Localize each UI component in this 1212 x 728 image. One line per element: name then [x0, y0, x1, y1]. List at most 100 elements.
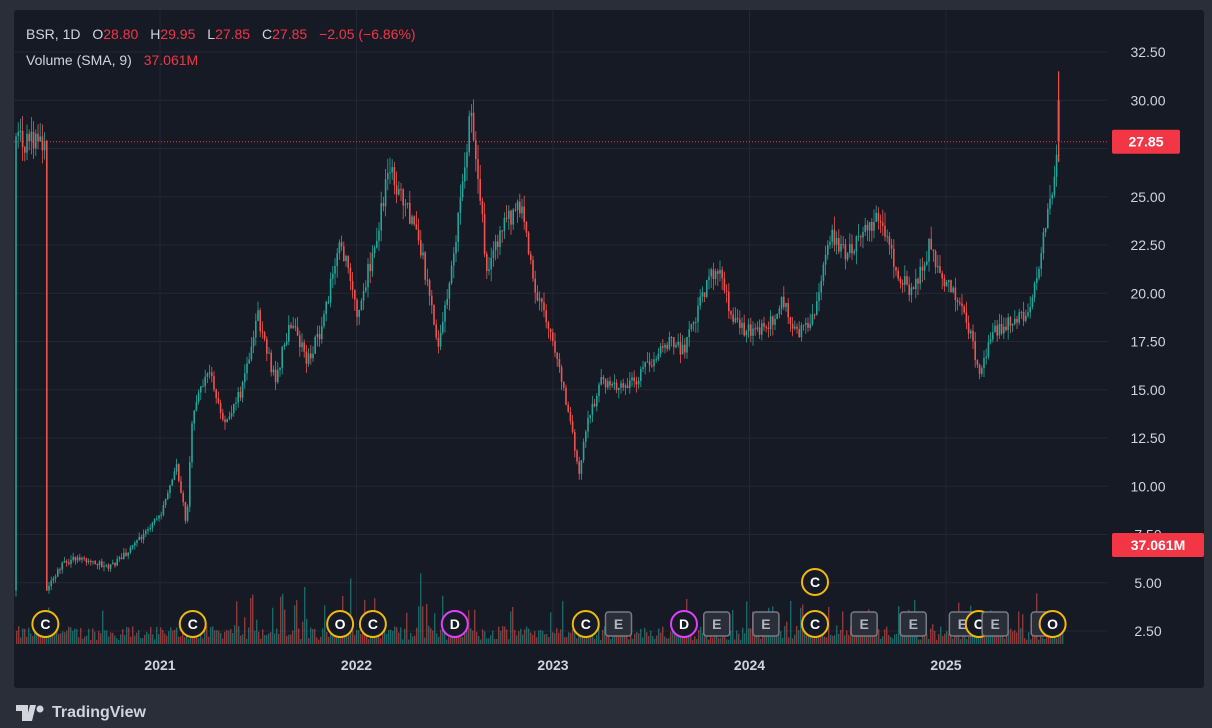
volume-bar	[500, 630, 502, 644]
y-tick-label: 5.00	[1134, 575, 1161, 591]
volume-bar	[72, 631, 74, 644]
candle-body	[325, 302, 327, 315]
event-marker-earnings[interactable]	[899, 611, 927, 637]
candle-body	[70, 559, 72, 565]
symbol-label[interactable]: BSR	[26, 26, 55, 42]
volume-bar	[1006, 634, 1008, 644]
volume-bar	[80, 627, 82, 644]
volume-bar	[742, 627, 744, 644]
candle-body	[96, 564, 99, 566]
candle-body	[180, 481, 182, 493]
event-marker-earnings[interactable]	[604, 611, 633, 637]
candle-body	[853, 251, 855, 254]
event-marker-earnings[interactable]	[752, 611, 780, 637]
volume-label[interactable]: Volume (SMA, 9)	[26, 52, 132, 68]
volume-bar	[82, 638, 84, 644]
volume-bar	[358, 630, 360, 644]
candle-body	[963, 306, 965, 313]
volume-bar	[228, 630, 230, 644]
candle-body	[875, 212, 877, 222]
volume-bar	[192, 635, 194, 644]
volume-bar	[968, 636, 970, 644]
candle-body	[365, 287, 367, 292]
candle-body	[681, 344, 684, 355]
volume-bar	[150, 626, 152, 644]
candle-body	[404, 204, 407, 206]
y-tick-label: 25.00	[1130, 189, 1165, 205]
candle-body	[1049, 198, 1051, 209]
volume-badge[interactable]	[1112, 533, 1204, 557]
volume-bar	[754, 632, 756, 644]
candle-body	[622, 383, 624, 388]
candle-body	[615, 382, 618, 390]
candle-body	[371, 253, 374, 272]
volume-bar	[340, 634, 342, 644]
candle-body	[426, 279, 429, 281]
candle-body	[1047, 208, 1049, 229]
event-marker-earnings[interactable]	[703, 611, 731, 637]
volume-bar	[928, 638, 930, 644]
volume-bar	[558, 632, 560, 644]
y-tick-label: 22.50	[1130, 237, 1165, 253]
candle-body	[589, 415, 591, 418]
candle-body	[481, 200, 484, 215]
candle-body	[747, 324, 750, 331]
event-marker-earnings-call[interactable]	[801, 568, 829, 596]
chart-panel[interactable]	[14, 10, 1204, 688]
volume-bar	[622, 632, 624, 644]
volume-bar	[618, 633, 620, 644]
candle-body	[833, 229, 836, 245]
candle-body	[701, 292, 704, 297]
candle-body	[651, 365, 653, 367]
interval-label[interactable]: 1D	[62, 26, 81, 42]
volume-bar	[32, 636, 34, 644]
candle-body	[72, 556, 74, 560]
last-price-badge[interactable]	[1112, 129, 1180, 154]
event-marker-dividend[interactable]	[440, 610, 469, 638]
candle-body	[895, 266, 897, 271]
candle-body	[609, 381, 611, 386]
candle-body	[81, 557, 83, 560]
candle-body	[1038, 268, 1040, 279]
candle-body	[906, 276, 908, 285]
candle-body	[101, 561, 103, 568]
candle-body	[483, 214, 486, 254]
event-marker-earnings[interactable]	[981, 611, 1009, 637]
event-marker-earnings-call[interactable]	[31, 610, 60, 638]
volume-bar	[560, 629, 562, 644]
candle-body	[879, 220, 882, 223]
event-marker-earnings-call[interactable]	[358, 610, 387, 638]
event-marker-other[interactable]	[326, 610, 355, 638]
volume-bar	[446, 639, 448, 644]
event-marker-earnings-call[interactable]	[178, 610, 207, 638]
event-marker-other[interactable]	[1038, 610, 1067, 638]
volume-bar	[16, 630, 18, 644]
candle-body	[283, 344, 286, 347]
candle-body	[428, 280, 431, 296]
event-marker-earnings[interactable]	[850, 611, 878, 637]
event-marker-earnings-call[interactable]	[571, 610, 600, 638]
volume-bar	[930, 628, 932, 644]
tradingview-logo[interactable]: TradingView	[16, 704, 146, 722]
candle-body	[923, 264, 926, 271]
volume-bar	[78, 637, 80, 644]
candle-body	[890, 244, 893, 249]
candle-body	[17, 131, 19, 137]
candle-body	[228, 416, 231, 419]
candle-body	[46, 140, 48, 591]
candle-body	[558, 359, 561, 368]
candle-body	[1005, 326, 1007, 331]
candle-body	[1029, 306, 1031, 313]
volume-bar	[176, 627, 178, 644]
event-marker-dividend[interactable]	[670, 610, 698, 638]
candle-body	[239, 391, 242, 398]
volume-bar	[484, 631, 486, 644]
volume-bar	[408, 639, 410, 644]
volume-bar	[162, 629, 164, 644]
candle-body	[125, 552, 127, 556]
candle-body	[437, 337, 440, 347]
event-marker-earnings-call[interactable]	[801, 610, 829, 638]
low-label: L	[207, 26, 216, 42]
volume-bar	[252, 594, 254, 644]
